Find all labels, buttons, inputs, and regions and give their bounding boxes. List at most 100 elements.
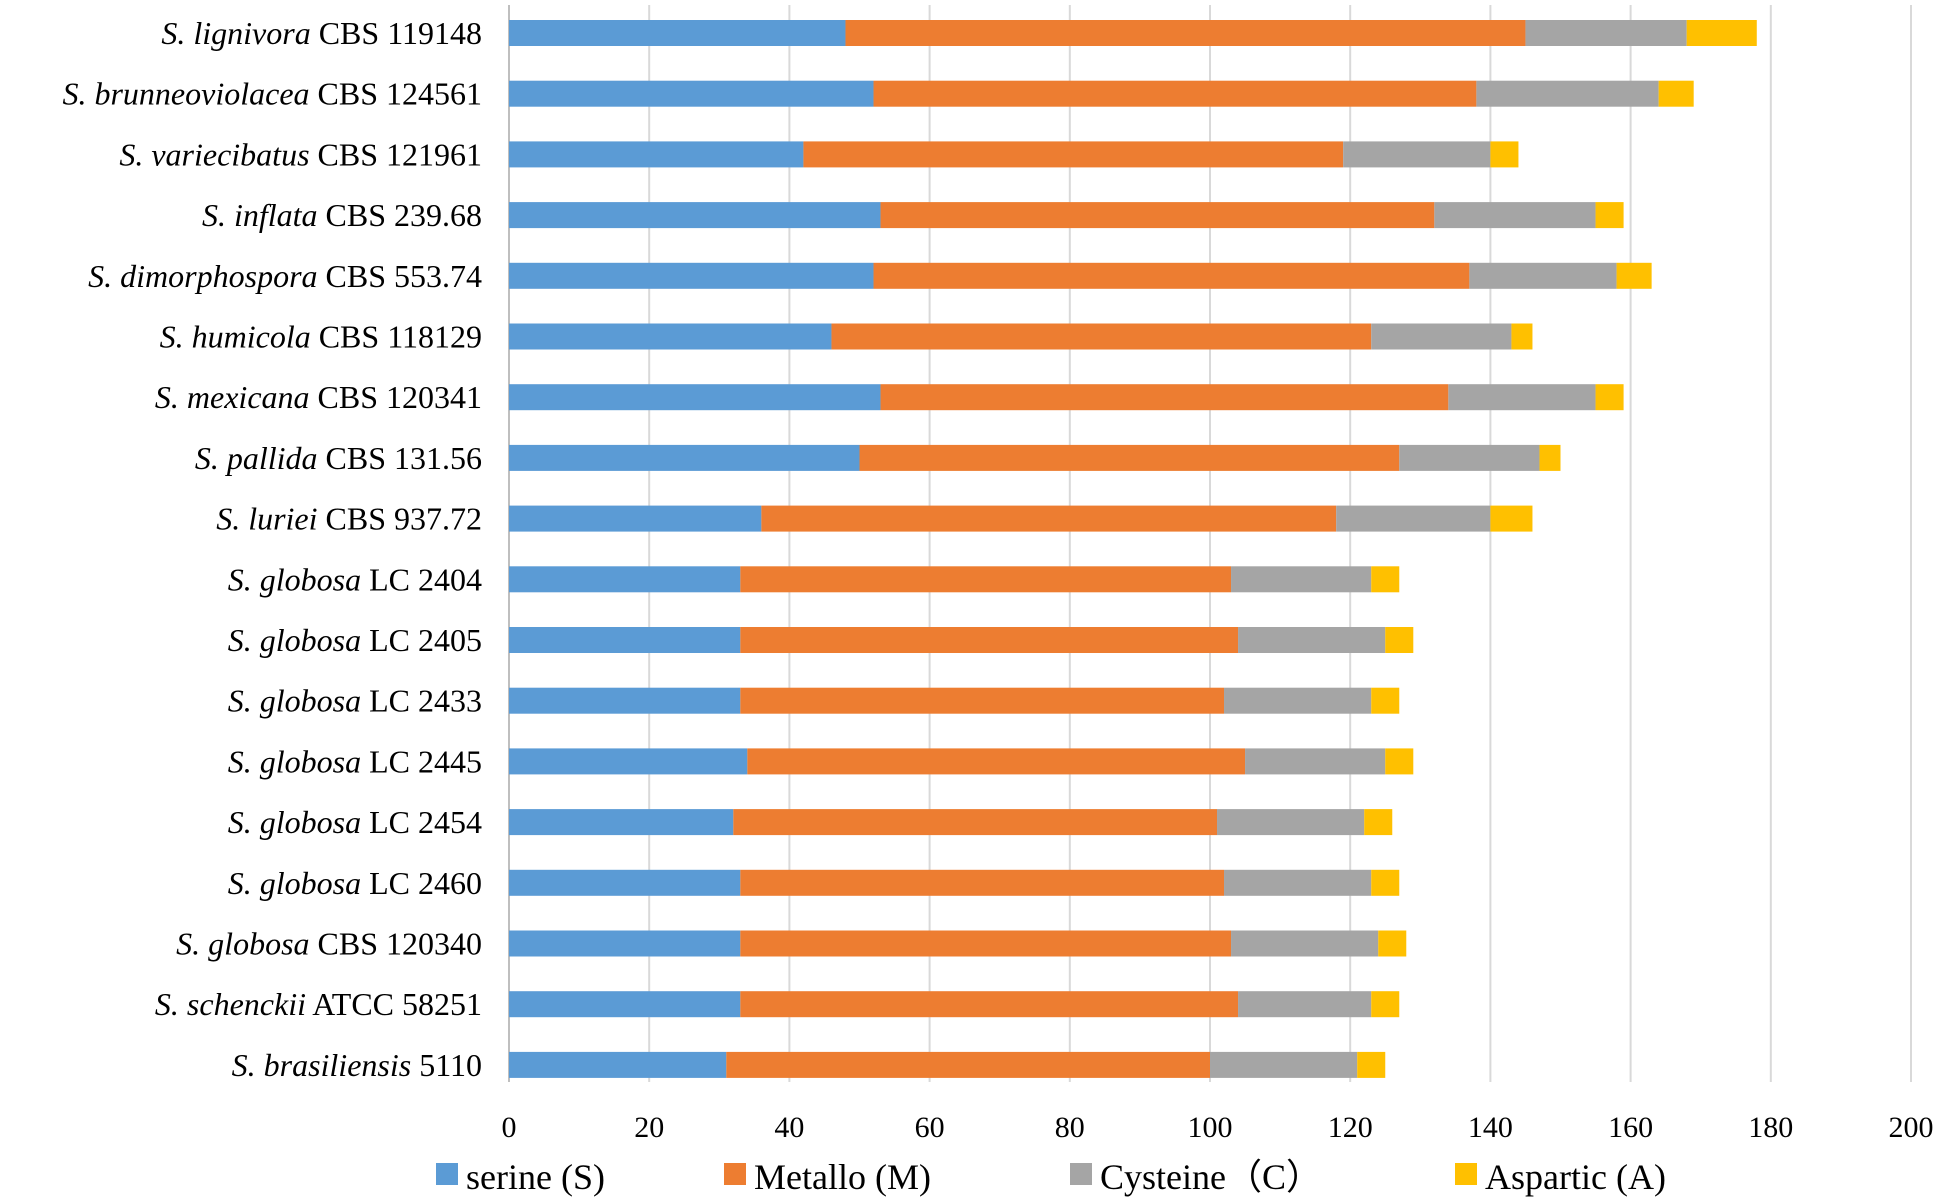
- legend-label: Aspartic (A): [1485, 1157, 1666, 1197]
- legend: serine (S) Metallo (M) Cysteine（C） Aspartic…: [436, 1157, 1666, 1197]
- legend-label: serine (S): [466, 1157, 605, 1197]
- gridlines: [648, 5, 1912, 1082]
- category-label: S. lignivora CBS 119148: [161, 15, 482, 51]
- category-label: S. brunneoviolacea CBS 124561: [62, 76, 482, 112]
- strain-id: CBS 120340: [310, 926, 482, 962]
- bar-segment-aspartic: [1595, 384, 1624, 411]
- strain-id: CBS 239.68: [318, 197, 482, 233]
- bar-segment-aspartic: [1490, 505, 1533, 532]
- bars: [509, 20, 1757, 1078]
- bar-segment-aspartic: [1357, 1051, 1386, 1078]
- strain-id: CBS 124561: [310, 76, 482, 112]
- species-name: S. globosa: [176, 926, 309, 962]
- bar-segment-serine: [509, 80, 874, 107]
- bar-segment-cysteine: [1245, 748, 1386, 775]
- bar-segment-cysteine: [1231, 566, 1372, 593]
- legend-swatch: [436, 1163, 458, 1185]
- bar-segment-aspartic: [1385, 748, 1414, 775]
- bar-segment-metallo: [859, 444, 1400, 471]
- species-name: S. variecibatus: [119, 136, 309, 172]
- species-name: S. dimorphospora: [88, 258, 317, 294]
- species-name: S. lignivora: [161, 15, 310, 51]
- bar-segment-aspartic: [1364, 809, 1393, 836]
- x-tick-label: 180: [1748, 1111, 1793, 1144]
- species-name: S. brasiliensis: [232, 1047, 412, 1083]
- bar-segment-metallo: [740, 991, 1239, 1018]
- bar-segment-metallo: [803, 141, 1344, 168]
- x-tick-label: 80: [1055, 1111, 1085, 1144]
- strain-id: CBS 120341: [310, 379, 482, 415]
- strain-id: LC 2433: [361, 683, 482, 719]
- bar-segment-metallo: [740, 930, 1232, 957]
- bar-segment-cysteine: [1525, 20, 1687, 46]
- bar-segment-aspartic: [1371, 991, 1400, 1018]
- bar-segment-aspartic: [1371, 869, 1400, 896]
- bar-segment-cysteine: [1469, 262, 1617, 289]
- legend-swatch: [1070, 1163, 1092, 1185]
- bar-segment-aspartic: [1511, 323, 1533, 350]
- category-label: S. dimorphospora CBS 553.74: [88, 258, 482, 294]
- strain-id: CBS 131.56: [318, 440, 482, 476]
- strain-id: CBS 937.72: [318, 501, 482, 537]
- category-label: S. variecibatus CBS 121961: [119, 136, 482, 172]
- category-label: S. luriei CBS 937.72: [216, 501, 482, 537]
- category-label: S. humicola CBS 118129: [160, 319, 482, 355]
- bar-segment-serine: [509, 809, 734, 836]
- species-name: S. globosa: [228, 743, 361, 779]
- strain-id: ATCC 58251: [306, 986, 482, 1022]
- bar-segment-aspartic: [1385, 627, 1414, 653]
- species-name: S. pallida: [195, 440, 318, 476]
- category-label: S. globosa LC 2460: [228, 865, 482, 901]
- bar-segment-cysteine: [1217, 809, 1365, 836]
- bar-segment-serine: [509, 687, 741, 714]
- bar-segment-serine: [509, 748, 748, 775]
- bar-segment-cysteine: [1448, 384, 1596, 411]
- bar-segment-metallo: [880, 202, 1435, 229]
- bar-segment-cysteine: [1336, 505, 1491, 532]
- bar-segment-cysteine: [1210, 1051, 1358, 1078]
- bar-segment-serine: [509, 1051, 727, 1078]
- species-name: S. brunneoviolacea: [62, 76, 309, 112]
- category-label: S. globosa LC 2404: [228, 561, 482, 597]
- strain-id: LC 2454: [361, 804, 482, 840]
- bar-segment-cysteine: [1476, 80, 1659, 107]
- x-axis: 0 20 40 60 80 100 120 140 160 180 200: [502, 5, 1934, 1144]
- category-label: S. inflata CBS 239.68: [202, 197, 482, 233]
- bar-segment-metallo: [726, 1051, 1210, 1078]
- strain-id: LC 2445: [361, 743, 482, 779]
- species-name: S. inflata: [202, 197, 318, 233]
- species-name: S. globosa: [228, 622, 361, 658]
- bar-segment-serine: [509, 505, 762, 532]
- species-name: S. luriei: [216, 501, 317, 537]
- strain-id: 5110: [411, 1047, 482, 1083]
- bar-segment-cysteine: [1434, 202, 1596, 229]
- bar-segment-cysteine: [1224, 687, 1372, 714]
- species-name: S. globosa: [228, 683, 361, 719]
- category-label: S. globosa LC 2454: [228, 804, 482, 840]
- x-tick-label: 20: [634, 1111, 664, 1144]
- bar-segment-serine: [509, 202, 881, 229]
- bar-segment-aspartic: [1539, 444, 1561, 471]
- species-name: S. globosa: [228, 865, 361, 901]
- bar-segment-metallo: [740, 687, 1225, 714]
- bar-segment-serine: [509, 869, 741, 896]
- x-tick-label: 0: [502, 1111, 517, 1144]
- bar-segment-serine: [509, 20, 846, 46]
- bar-segment-cysteine: [1224, 869, 1372, 896]
- x-tick-label: 60: [915, 1111, 945, 1144]
- bar-segment-aspartic: [1616, 262, 1652, 289]
- bar-segment-metallo: [831, 323, 1372, 350]
- bar-segment-serine: [509, 444, 860, 471]
- bar-segment-aspartic: [1371, 566, 1400, 593]
- strain-id: LC 2404: [361, 561, 482, 597]
- category-label: S. brasiliensis 5110: [232, 1047, 482, 1083]
- bar-segment-aspartic: [1595, 202, 1624, 229]
- bar-segment-cysteine: [1399, 444, 1540, 471]
- bar-segment-cysteine: [1238, 991, 1372, 1018]
- bar-segment-aspartic: [1686, 20, 1757, 46]
- bar-segment-cysteine: [1343, 141, 1491, 168]
- bar-segment-metallo: [740, 566, 1232, 593]
- bar-segment-metallo: [761, 505, 1337, 532]
- category-label: S. globosa LC 2433: [228, 683, 482, 719]
- species-name: S. schenckii: [155, 986, 306, 1022]
